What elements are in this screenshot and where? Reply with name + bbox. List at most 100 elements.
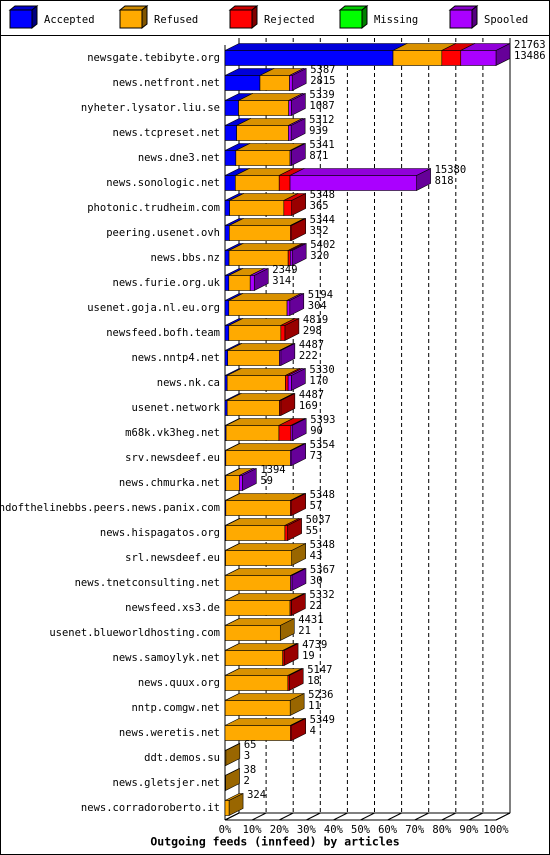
y-tick-label: news.quux.org — [138, 677, 220, 689]
tick-mark — [468, 812, 484, 821]
bar-front — [224, 250, 230, 266]
bar-label: 871 — [309, 150, 328, 162]
bar-front — [224, 400, 228, 416]
bar-front — [224, 175, 236, 191]
bar-label: 4 — [310, 725, 316, 737]
bar-segment — [289, 68, 307, 91]
legend-item: Spooled — [448, 4, 528, 30]
bar-label: 5402 — [310, 239, 335, 251]
y-tick-label: news.corradoroberto.it — [81, 802, 220, 814]
legend-swatch — [449, 9, 473, 29]
bar-front — [283, 200, 292, 216]
y-tick-label: news.nntp4.net — [131, 352, 220, 364]
bar-label: 13486 — [514, 50, 546, 62]
bar-front — [227, 350, 280, 366]
bar-front — [224, 675, 289, 691]
bar-label: 5312 — [309, 114, 334, 126]
bar-label: 2349 — [272, 264, 297, 276]
bar-front — [224, 275, 230, 291]
bar-front — [288, 100, 292, 116]
bar-label: 5367 — [310, 564, 335, 576]
bar-label: 5332 — [309, 589, 334, 601]
x-tick-label: 90% — [459, 824, 479, 836]
bar-label: 5037 — [306, 514, 331, 526]
bar-segment — [224, 743, 241, 766]
tick-mark — [278, 812, 294, 821]
bar-segment — [290, 418, 307, 441]
bar-front — [224, 225, 230, 241]
bar-front — [238, 100, 289, 116]
bar-label: 30 — [310, 575, 323, 587]
bar-segment — [282, 643, 299, 666]
bar-front — [224, 750, 227, 766]
x-tick-label: 10% — [243, 824, 263, 836]
bar-front — [284, 525, 288, 541]
bar-segment — [224, 618, 295, 641]
bar-label: 5354 — [310, 439, 335, 451]
bar-front — [226, 375, 286, 391]
bar-segment — [290, 218, 306, 241]
x-tick-label: 40% — [324, 824, 344, 836]
legend-label: Spooled — [484, 14, 528, 26]
bar-label: 939 — [309, 125, 328, 137]
legend-label: Refused — [154, 14, 198, 26]
bar-front — [226, 400, 280, 416]
bar-front — [288, 125, 292, 141]
bar-segment — [289, 143, 306, 166]
bar-front — [285, 375, 289, 391]
bar-front — [278, 425, 292, 441]
bar-segment — [224, 768, 240, 791]
bar-segment — [279, 343, 296, 366]
bar-label: 2 — [244, 775, 250, 787]
y-tick-label: m68k.vk3heg.net — [125, 427, 220, 439]
bar-label: 59 — [260, 475, 273, 487]
bar-front — [280, 325, 286, 341]
bar-front — [224, 75, 261, 91]
tick-mark — [224, 812, 240, 821]
bar-segment — [225, 543, 306, 566]
bar-top — [289, 168, 431, 176]
bar-front — [224, 200, 230, 216]
tick-mark — [387, 812, 402, 821]
bar-label: 11 — [308, 700, 321, 712]
bar-segment — [279, 393, 296, 416]
bar-segment — [290, 243, 307, 266]
bar-label: 15380 — [435, 164, 467, 176]
bar-front — [236, 125, 289, 141]
chart-title: Outgoing feeds (innfeed) by articles — [150, 835, 399, 849]
tick-mark — [306, 812, 321, 821]
bar-label: 57 — [310, 500, 323, 512]
bar-front — [224, 100, 239, 116]
bar-label: 5348 — [310, 489, 335, 501]
bar-front — [235, 150, 291, 166]
legend-item: Missing — [338, 4, 418, 30]
bar-label: 55 — [306, 525, 319, 537]
legend-swatch — [229, 9, 253, 29]
bar-label: 21763 — [514, 39, 546, 51]
bar-front — [224, 650, 284, 666]
bar-front — [224, 150, 237, 166]
bar-segment — [288, 118, 306, 141]
bar-label: 169 — [299, 400, 318, 412]
bar-label: 298 — [303, 325, 322, 337]
y-tick-label: endofthelinebbs.peers.news.panix.com — [0, 502, 220, 514]
bar-label: 5147 — [307, 664, 332, 676]
bar-label: 5236 — [308, 689, 333, 701]
y-tick-label: photonic.trudheim.com — [87, 202, 220, 214]
bar-label: 5348 — [310, 189, 335, 201]
y-tick-label: news.sonologic.net — [106, 177, 220, 189]
bar-front — [290, 575, 293, 591]
tick-mark — [495, 812, 511, 821]
y-tick-label: news.tnetconsulting.net — [75, 577, 220, 589]
bar-front — [228, 275, 251, 291]
y-tick-label: news.netfront.net — [113, 77, 220, 89]
legend-item: Refused — [118, 4, 198, 30]
x-tick-label: 80% — [432, 824, 452, 836]
y-tick-label: news.weretis.net — [119, 727, 220, 739]
x-tick-label: 60% — [378, 824, 398, 836]
bar-front — [287, 675, 290, 691]
bar-label: 324 — [247, 789, 266, 801]
bar-label: 1394 — [260, 464, 285, 476]
bar-label: 5194 — [308, 289, 333, 301]
